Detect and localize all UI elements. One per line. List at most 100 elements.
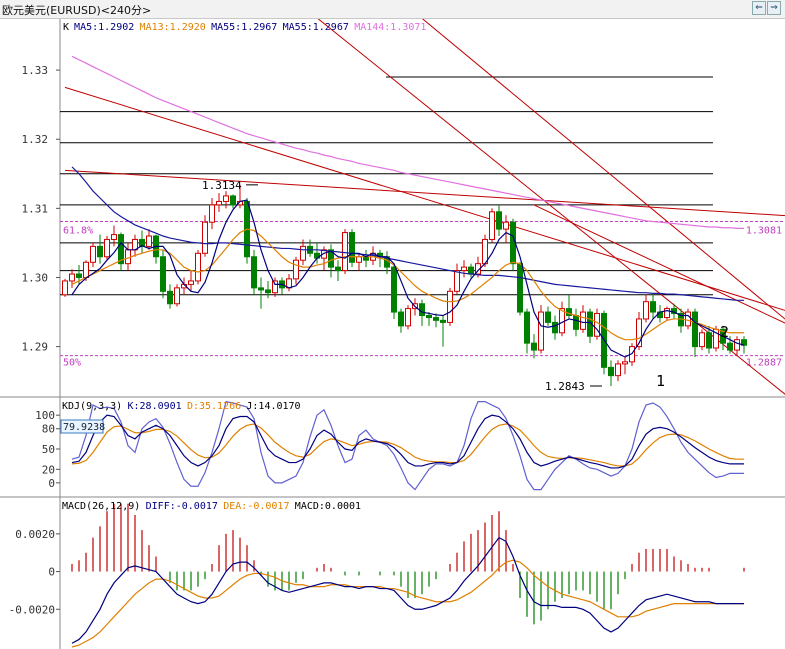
fib-label-50: 50%: [63, 358, 81, 369]
kdj-legend-item: KDJ(9,3,3): [62, 401, 122, 412]
candle-body: [461, 266, 467, 272]
macd-tick-label: -0.0020: [9, 603, 55, 616]
candle-body: [496, 211, 502, 230]
candle-body: [356, 256, 362, 263]
candles-group: [62, 55, 747, 387]
wave-mark-2: 2: [720, 323, 729, 341]
kdj-cursor-value: 79.9238: [63, 422, 105, 433]
window-title: 欧元美元(EURUSD)<240分>: [2, 4, 152, 17]
macd-legend-item: MACD:0.0001: [295, 501, 361, 512]
candle-body: [62, 280, 68, 296]
kdj-tick-label: 100: [35, 409, 55, 422]
candle-body: [636, 318, 642, 348]
kdj-d-line: [71, 423, 744, 467]
candle-body: [202, 221, 208, 254]
candle-body: [545, 311, 551, 323]
candle-body: [83, 261, 89, 278]
main-legend-item: MA55:1.2967: [283, 22, 349, 33]
kdj-legend-item: K:28.0901: [128, 401, 182, 412]
macd-dea-line: [71, 559, 744, 648]
candle-body: [335, 266, 341, 272]
candle-body: [727, 342, 733, 351]
candle-body: [251, 256, 257, 289]
candle-body: [69, 273, 75, 282]
main-legend-item: K: [63, 22, 69, 33]
kdj-tick-label: 50: [42, 443, 55, 456]
candle-body: [580, 311, 586, 330]
candle-body: [503, 221, 509, 230]
candle-body: [468, 266, 474, 275]
candle-body: [188, 280, 194, 285]
trendline-group: [64, 19, 785, 395]
candle-body: [97, 245, 103, 258]
candle-body: [293, 259, 299, 280]
fib-label-61: 61.8%: [63, 225, 93, 236]
ma144-line: [71, 55, 744, 230]
macd-legend-item: DIFF:-0.0017: [146, 501, 218, 512]
trendline: [317, 19, 785, 395]
wave-mark-1: 1: [656, 372, 665, 390]
macd-tick-label: 0.0020: [15, 528, 55, 541]
candle-body: [643, 301, 649, 320]
candle-body: [195, 252, 201, 282]
title-bar: 欧元美元(EURUSD)<240分> ⇐ ⇒: [0, 0, 785, 19]
main-legend-item: MA5:1.2902: [74, 22, 134, 33]
candle-body: [524, 311, 530, 344]
candle-body: [608, 366, 614, 377]
main-legend-item: MA144:1.3071: [354, 22, 426, 33]
candle-body: [685, 311, 691, 327]
candle-body: [209, 204, 215, 223]
kdj-tick-label: 20: [42, 463, 55, 476]
candle-body: [734, 339, 740, 351]
next-arrow-button[interactable]: ⇒: [767, 1, 781, 15]
candle-body: [489, 211, 495, 240]
candle-body: [104, 238, 110, 258]
candle-body: [111, 234, 117, 240]
y-tick-label: 1.30: [22, 271, 49, 284]
candle-body: [650, 301, 656, 313]
y-axis-background: [0, 19, 60, 649]
y-tick-label: 1.29: [22, 341, 49, 354]
y-tick-label: 1.33: [22, 64, 49, 77]
candle-body: [76, 273, 82, 278]
candle-body: [272, 280, 278, 294]
candle-body: [398, 311, 404, 327]
candle-body: [622, 361, 628, 365]
kdj-legend-item: J:14.0170: [246, 401, 300, 412]
candle-body: [391, 266, 397, 313]
high-annotation: 1.3134: [202, 179, 242, 192]
low-annotation: 1.2843: [545, 380, 585, 393]
candle-body: [160, 256, 166, 292]
candle-body: [265, 289, 271, 294]
candle-body: [552, 321, 558, 334]
candle-body: [447, 290, 453, 323]
candle-body: [573, 315, 579, 330]
candle-body: [118, 234, 124, 265]
kdj-lines: [71, 400, 744, 491]
candle-body: [538, 311, 544, 351]
candle-body: [349, 232, 355, 263]
candle-body: [419, 303, 425, 317]
y-tick-label: 1.32: [22, 133, 49, 146]
macd-legend-item: DEA:-0.0017: [223, 501, 289, 512]
kdj-j-line: [71, 400, 744, 491]
candle-body: [328, 249, 334, 268]
candle-body: [125, 249, 131, 265]
candle-body: [559, 308, 565, 334]
candle-body: [699, 332, 705, 348]
candle-body: [405, 308, 411, 327]
kdj-cursor-box: [60, 419, 104, 434]
candle-body: [517, 263, 523, 313]
ma55-line: [71, 166, 744, 301]
fib-value-right-bottom: 1.2887: [746, 358, 782, 369]
candle-body: [90, 245, 96, 263]
macd-diff-line: [71, 536, 744, 644]
main-legend-item: MA13:1.2920: [140, 22, 206, 33]
candle-body: [167, 290, 173, 305]
ma5-line: [71, 199, 745, 358]
prev-arrow-button[interactable]: ⇐: [752, 1, 766, 15]
y-tick-label: 1.31: [22, 202, 49, 215]
trendline: [64, 169, 785, 217]
candle-body: [440, 319, 446, 323]
